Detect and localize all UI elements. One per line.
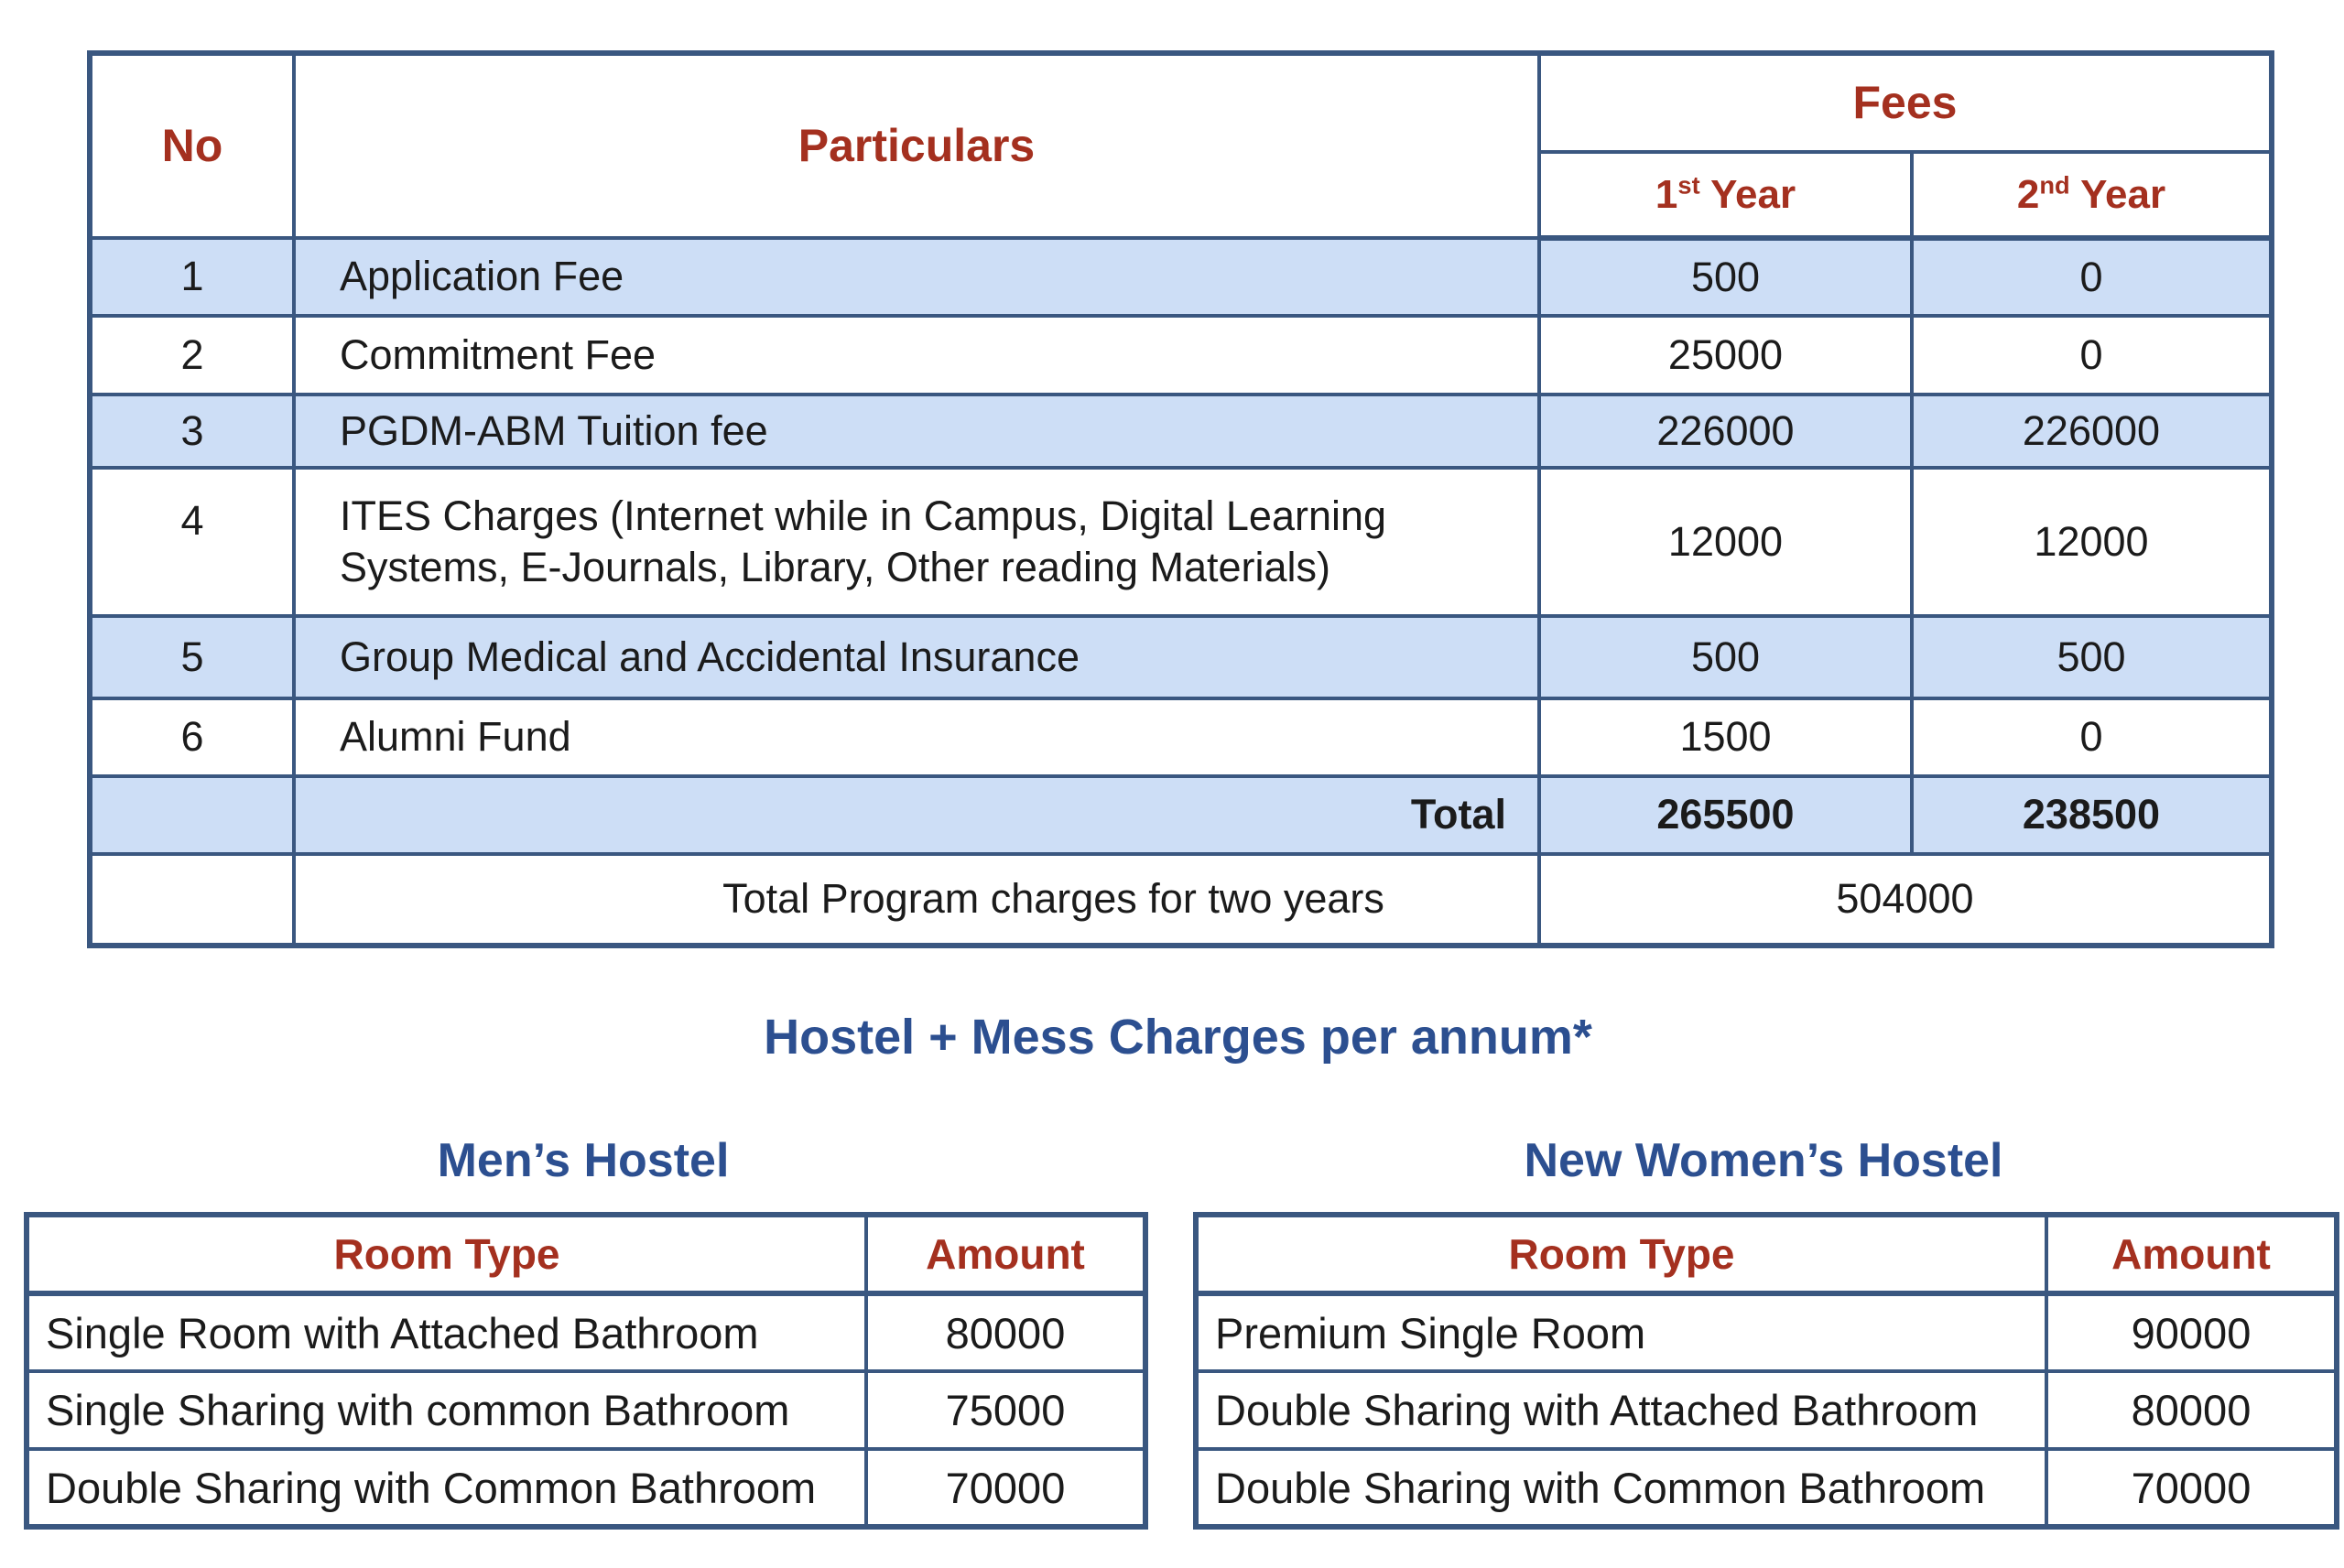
col-header-fees: Fees — [1537, 51, 2273, 154]
room-amount: 75000 — [864, 1369, 1147, 1451]
row-particulars: Commitment Fee — [292, 314, 1541, 396]
table-row: 6 Alumni Fund 1500 0 — [88, 697, 2273, 778]
row-particulars: PGDM-ABM Tuition fee — [292, 393, 1541, 470]
room-amount: 70000 — [2045, 1447, 2339, 1529]
table-row: 4 ITES Charges (Internet while in Campus… — [88, 466, 2273, 618]
row-particulars: Application Fee — [292, 236, 1541, 318]
year1-num: 1 — [1655, 172, 1678, 217]
row-no: 6 — [88, 697, 296, 778]
grand-total-row: Total Program charges for two years 5040… — [88, 852, 2273, 947]
total-year2-amount: 238500 — [1910, 774, 2273, 856]
mens-hostel-table: Room Type Amount Single Room with Attach… — [24, 1212, 1148, 1530]
row-year1-amount: 1500 — [1537, 697, 1914, 778]
col-header-particulars: Particulars — [292, 51, 1541, 240]
womens-hostel-header-row: Room Type Amount — [1194, 1213, 2339, 1296]
room-type: Single Room with Attached Bathroom — [25, 1292, 868, 1373]
table-row: Single Room with Attached Bathroom 80000 — [25, 1292, 1147, 1373]
col-header-amount: Amount — [2045, 1213, 2339, 1296]
room-type: Double Sharing with Common Bathroom — [25, 1447, 868, 1529]
room-type: Double Sharing with Attached Bathroom — [1194, 1369, 2048, 1451]
room-amount: 90000 — [2045, 1292, 2339, 1373]
row-year2-amount: 12000 — [1910, 466, 2273, 618]
row-year2-amount: 0 — [1910, 236, 2273, 318]
fees-header-row-2: 1st Year 2nd Year — [90, 150, 2273, 241]
year1-word: Year — [1699, 172, 1796, 217]
mens-hostel-header-row: Room Type Amount — [25, 1213, 1147, 1296]
fees-table: No Particulars Fees 1st Year 2nd Year 1 … — [87, 50, 2274, 948]
grand-total-empty-cell — [88, 852, 296, 947]
total-label: Total — [292, 774, 1541, 856]
row-year1-amount: 226000 — [1537, 393, 1914, 470]
table-row: 3 PGDM-ABM Tuition fee 226000 226000 — [88, 393, 2273, 470]
table-row: Double Sharing with Attached Bathroom 80… — [1194, 1369, 2339, 1451]
col-header-year1: 1st Year — [1537, 150, 1914, 241]
row-no: 2 — [88, 314, 296, 396]
row-year1-amount: 25000 — [1537, 314, 1914, 396]
row-year2-amount: 500 — [1910, 614, 2273, 700]
col-header-no: No — [88, 51, 296, 240]
col-header-room-type: Room Type — [1194, 1213, 2048, 1296]
row-year2-amount: 0 — [1910, 314, 2273, 396]
fees-header-row-1: No Particulars Fees — [88, 51, 2273, 240]
total-year1-amount: 265500 — [1537, 774, 1914, 856]
total-row: Total 265500 238500 — [88, 774, 2273, 856]
table-row: 5 Group Medical and Accidental Insurance… — [88, 614, 2273, 700]
year2-ordinal: nd — [2039, 170, 2070, 200]
room-amount: 80000 — [2045, 1369, 2339, 1451]
row-no: 5 — [88, 614, 296, 700]
row-year1-amount: 500 — [1537, 236, 1914, 318]
table-row: 1 Application Fee 500 0 — [88, 236, 2273, 318]
row-particulars: Alumni Fund — [292, 697, 1541, 778]
row-year2-amount: 0 — [1910, 697, 2273, 778]
room-type: Single Sharing with common Bathroom — [25, 1369, 868, 1451]
room-amount: 80000 — [864, 1292, 1147, 1373]
row-year2-amount: 226000 — [1910, 393, 2273, 470]
row-no: 4 — [88, 466, 296, 618]
grand-total-value: 504000 — [1537, 852, 2273, 947]
womens-hostel-table: Room Type Amount Premium Single Room 900… — [1193, 1212, 2339, 1530]
year2-word: Year — [2069, 172, 2166, 217]
grand-total-label: Total Program charges for two years — [292, 852, 1541, 947]
mens-hostel-section: Men’s Hostel Room Type Amount Single Roo… — [24, 1133, 1148, 1530]
room-amount: 70000 — [864, 1447, 1147, 1529]
mens-hostel-title: Men’s Hostel — [437, 1134, 730, 1187]
col-header-room-type: Room Type — [25, 1213, 868, 1296]
year1-ordinal: st — [1677, 170, 1700, 200]
total-empty-cell — [88, 774, 296, 856]
room-type: Double Sharing with Common Bathroom — [1194, 1447, 2048, 1529]
womens-hostel-section: New Women’s Hostel Room Type Amount Prem… — [1193, 1133, 2339, 1530]
col-header-year2: 2nd Year — [1910, 150, 2273, 241]
table-row: Premium Single Room 90000 — [1194, 1292, 2339, 1373]
section-title: Hostel + Mess Charges per annum* — [764, 1010, 1592, 1065]
row-no: 3 — [88, 393, 296, 470]
row-particulars: ITES Charges (Internet while in Campus, … — [292, 466, 1541, 618]
table-row: Double Sharing with Common Bathroom 7000… — [25, 1447, 1147, 1529]
row-year1-amount: 500 — [1537, 614, 1914, 700]
row-particulars: Group Medical and Accidental Insurance — [292, 614, 1541, 700]
table-row: Single Sharing with common Bathroom 7500… — [25, 1369, 1147, 1451]
womens-hostel-title: New Women’s Hostel — [1524, 1134, 2003, 1187]
table-row: 2 Commitment Fee 25000 0 — [88, 314, 2273, 396]
row-year1-amount: 12000 — [1537, 466, 1914, 618]
year2-num: 2 — [2016, 172, 2040, 217]
table-row: Double Sharing with Common Bathroom 7000… — [1194, 1447, 2339, 1529]
room-type: Premium Single Room — [1194, 1292, 2048, 1373]
col-header-amount: Amount — [864, 1213, 1147, 1296]
row-no: 1 — [88, 236, 296, 318]
